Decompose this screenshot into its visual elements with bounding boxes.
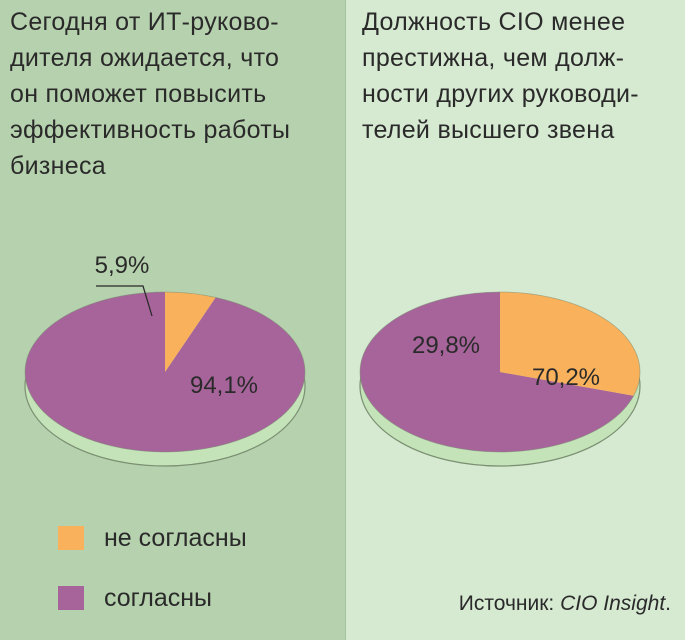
source-prefix: Источник: <box>458 592 561 615</box>
pie-slice-agree-left <box>24 292 305 452</box>
leader-line-left <box>96 285 153 317</box>
legend-label-disagree: не согласны <box>104 523 247 552</box>
panel-divider <box>345 0 346 640</box>
data-label-agree-right: 70,2% <box>532 364 600 391</box>
pie-chart-left: 5,9% 94,1% <box>24 252 306 467</box>
legend-label-agree: согласны <box>104 583 213 612</box>
source-note: Источник: CIO Insight. <box>459 592 671 616</box>
data-label-disagree-left: 5,9% <box>95 252 150 279</box>
pie-slice-agree-right <box>360 292 634 453</box>
source-suffix: . <box>665 592 671 615</box>
legend-item-agree: согласны <box>58 583 212 613</box>
data-label-disagree-right: 29,8% <box>412 332 480 359</box>
pie-slice-disagree-right <box>500 292 640 396</box>
pie-outline-right <box>359 291 641 453</box>
source-name: CIO Insight <box>560 592 666 615</box>
pie-chart-right: 29,8% 70,2% <box>359 291 641 467</box>
pie-outline-left <box>24 291 306 453</box>
data-label-agree-left: 94,1% <box>190 372 258 399</box>
chart-title-right: Должность CIO менее престижна, чем долж-… <box>362 8 639 144</box>
legend-swatch-agree <box>58 586 84 610</box>
legend-item-disagree: не согласны <box>58 523 247 553</box>
legend-swatch-disagree <box>58 526 84 550</box>
pie-slice-disagree-left <box>165 292 216 372</box>
chart-title-left: Сегодня от ИТ-руково- дителя ожидается, … <box>10 8 291 180</box>
